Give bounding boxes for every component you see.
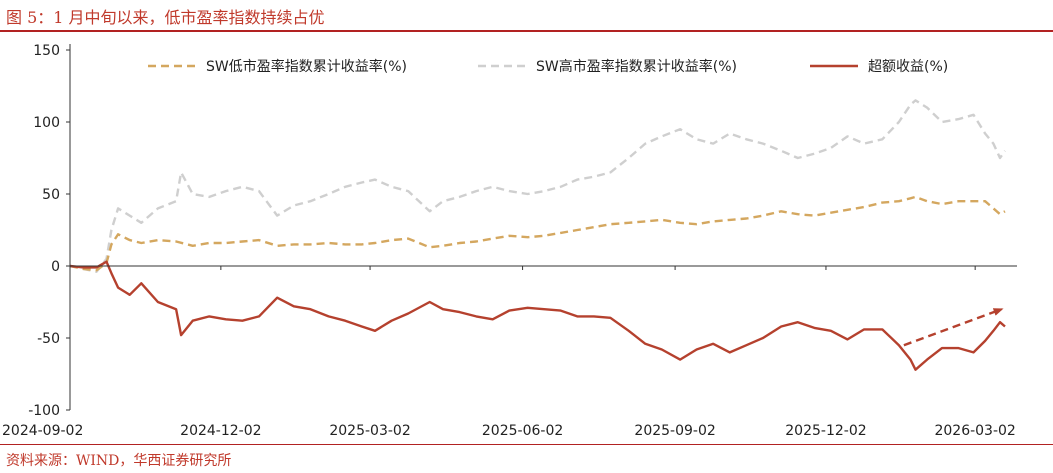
annotation-layer	[903, 308, 1004, 347]
y-tick-label: 50	[42, 187, 60, 203]
x-tick-label: 2024-12-02	[180, 423, 261, 439]
title-divider	[0, 30, 1053, 32]
y-tick-label: -100	[28, 403, 60, 419]
series-line-2	[69, 260, 1006, 371]
x-axis-ticks: 2024-09-02 2024-12-02 2025-03-02 2025-06-02…	[2, 266, 1016, 439]
series-line-0	[69, 195, 1006, 272]
legend-label-1: SW高市盈率指数累计收益率(%)	[536, 58, 737, 75]
x-tick-label: 2025-09-02	[634, 423, 715, 439]
trend-arrow	[903, 308, 1004, 347]
y-axis-ticks: -100 -50 0 50 100 150	[28, 43, 70, 419]
y-tick-label: 0	[51, 259, 60, 275]
y-tick-label: 100	[33, 115, 60, 131]
x-tick-label: 2026-03-02	[934, 423, 1015, 439]
series-line-1	[69, 99, 1006, 273]
figure-title: 图 5：1 月中旬以来，低市盈率指数持续占优	[6, 8, 325, 27]
x-tick-label: 2025-06-02	[482, 423, 563, 439]
legend-label-0: SW低市盈率指数累计收益率(%)	[206, 58, 407, 75]
series-layer	[69, 99, 1006, 371]
x-tick-label: 2024-09-02	[2, 423, 83, 439]
legend-label-2: 超额收益(%)	[868, 59, 948, 75]
chart-legend: SW低市盈率指数累计收益率(%) SW高市盈率指数累计收益率(%) 超额收益(%)	[148, 58, 948, 75]
x-tick-label: 2025-03-02	[329, 423, 410, 439]
y-tick-label: -50	[37, 331, 60, 347]
source-note: 资料来源：WIND，华西证券研究所	[6, 453, 232, 469]
source-divider	[0, 444, 1053, 445]
y-tick-label: 150	[33, 43, 60, 59]
x-tick-label: 2025-12-02	[785, 423, 866, 439]
